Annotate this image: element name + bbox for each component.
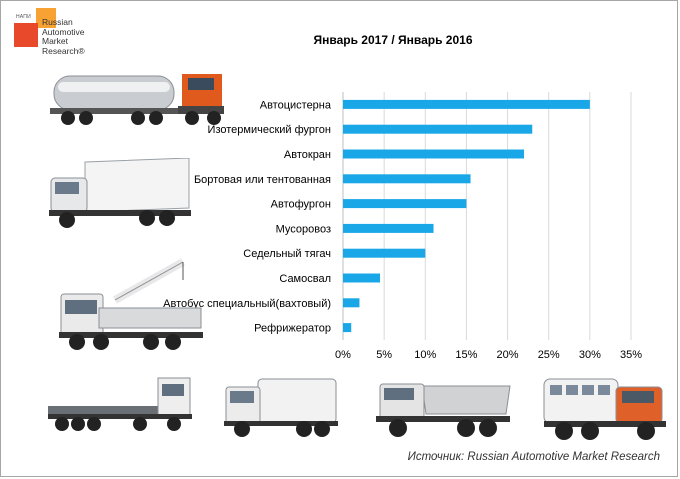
bar (343, 124, 533, 134)
x-tick-label: 15% (455, 349, 477, 361)
category-label: Автобус специальный(вахтовый) (163, 298, 331, 310)
flatbed-truck-icon (48, 377, 192, 431)
rusautomobile-logo: НАПИ Russian Automotive Market Research® (8, 8, 98, 66)
x-tick-label: 35% (620, 349, 642, 361)
bar (343, 174, 471, 184)
logo-red-square (14, 23, 38, 47)
category-label: Седельный тягач (243, 248, 331, 260)
refrigerated-van-truck-icon (49, 158, 191, 228)
bar (343, 99, 590, 109)
bar (343, 149, 525, 159)
bar (343, 273, 381, 283)
logo-text: Russian Automotive Market Research® (42, 17, 85, 56)
source-note: Источник: Russian Automotive Market Rese… (407, 451, 660, 463)
crane-truck-icon (59, 258, 203, 350)
category-label: Автоцистерна (260, 99, 332, 111)
chart-title: Январь 2017 / Январь 2016 (313, 33, 473, 47)
bar (343, 199, 467, 209)
shift-bus-truck-icon (543, 378, 666, 440)
tanker-truck-icon (50, 74, 224, 125)
logo-small-text: НАПИ (16, 14, 31, 20)
bar (343, 298, 360, 308)
category-label: Автофургон (271, 199, 331, 211)
bar (343, 323, 352, 333)
category-label: Бортовая или тентованная (194, 174, 331, 186)
x-tick-label: 20% (497, 349, 519, 361)
category-label: Автокран (284, 149, 331, 161)
bar (343, 248, 426, 258)
category-label: Мусоровоз (276, 223, 331, 235)
dump-truck-icon (376, 383, 511, 437)
category-label: Самосвал (279, 273, 331, 285)
logo-orange-square (36, 8, 56, 28)
bar (343, 223, 434, 233)
x-tick-label: 25% (538, 349, 560, 361)
x-tick-label: 0% (335, 349, 351, 361)
x-tick-label: 10% (414, 349, 436, 361)
x-tick-label: 5% (376, 349, 392, 361)
x-tick-label: 30% (579, 349, 601, 361)
category-label: Изотермический фургон (208, 124, 331, 136)
garbage-truck-icon (224, 378, 338, 437)
category-label: Рефрижератор (254, 323, 331, 335)
